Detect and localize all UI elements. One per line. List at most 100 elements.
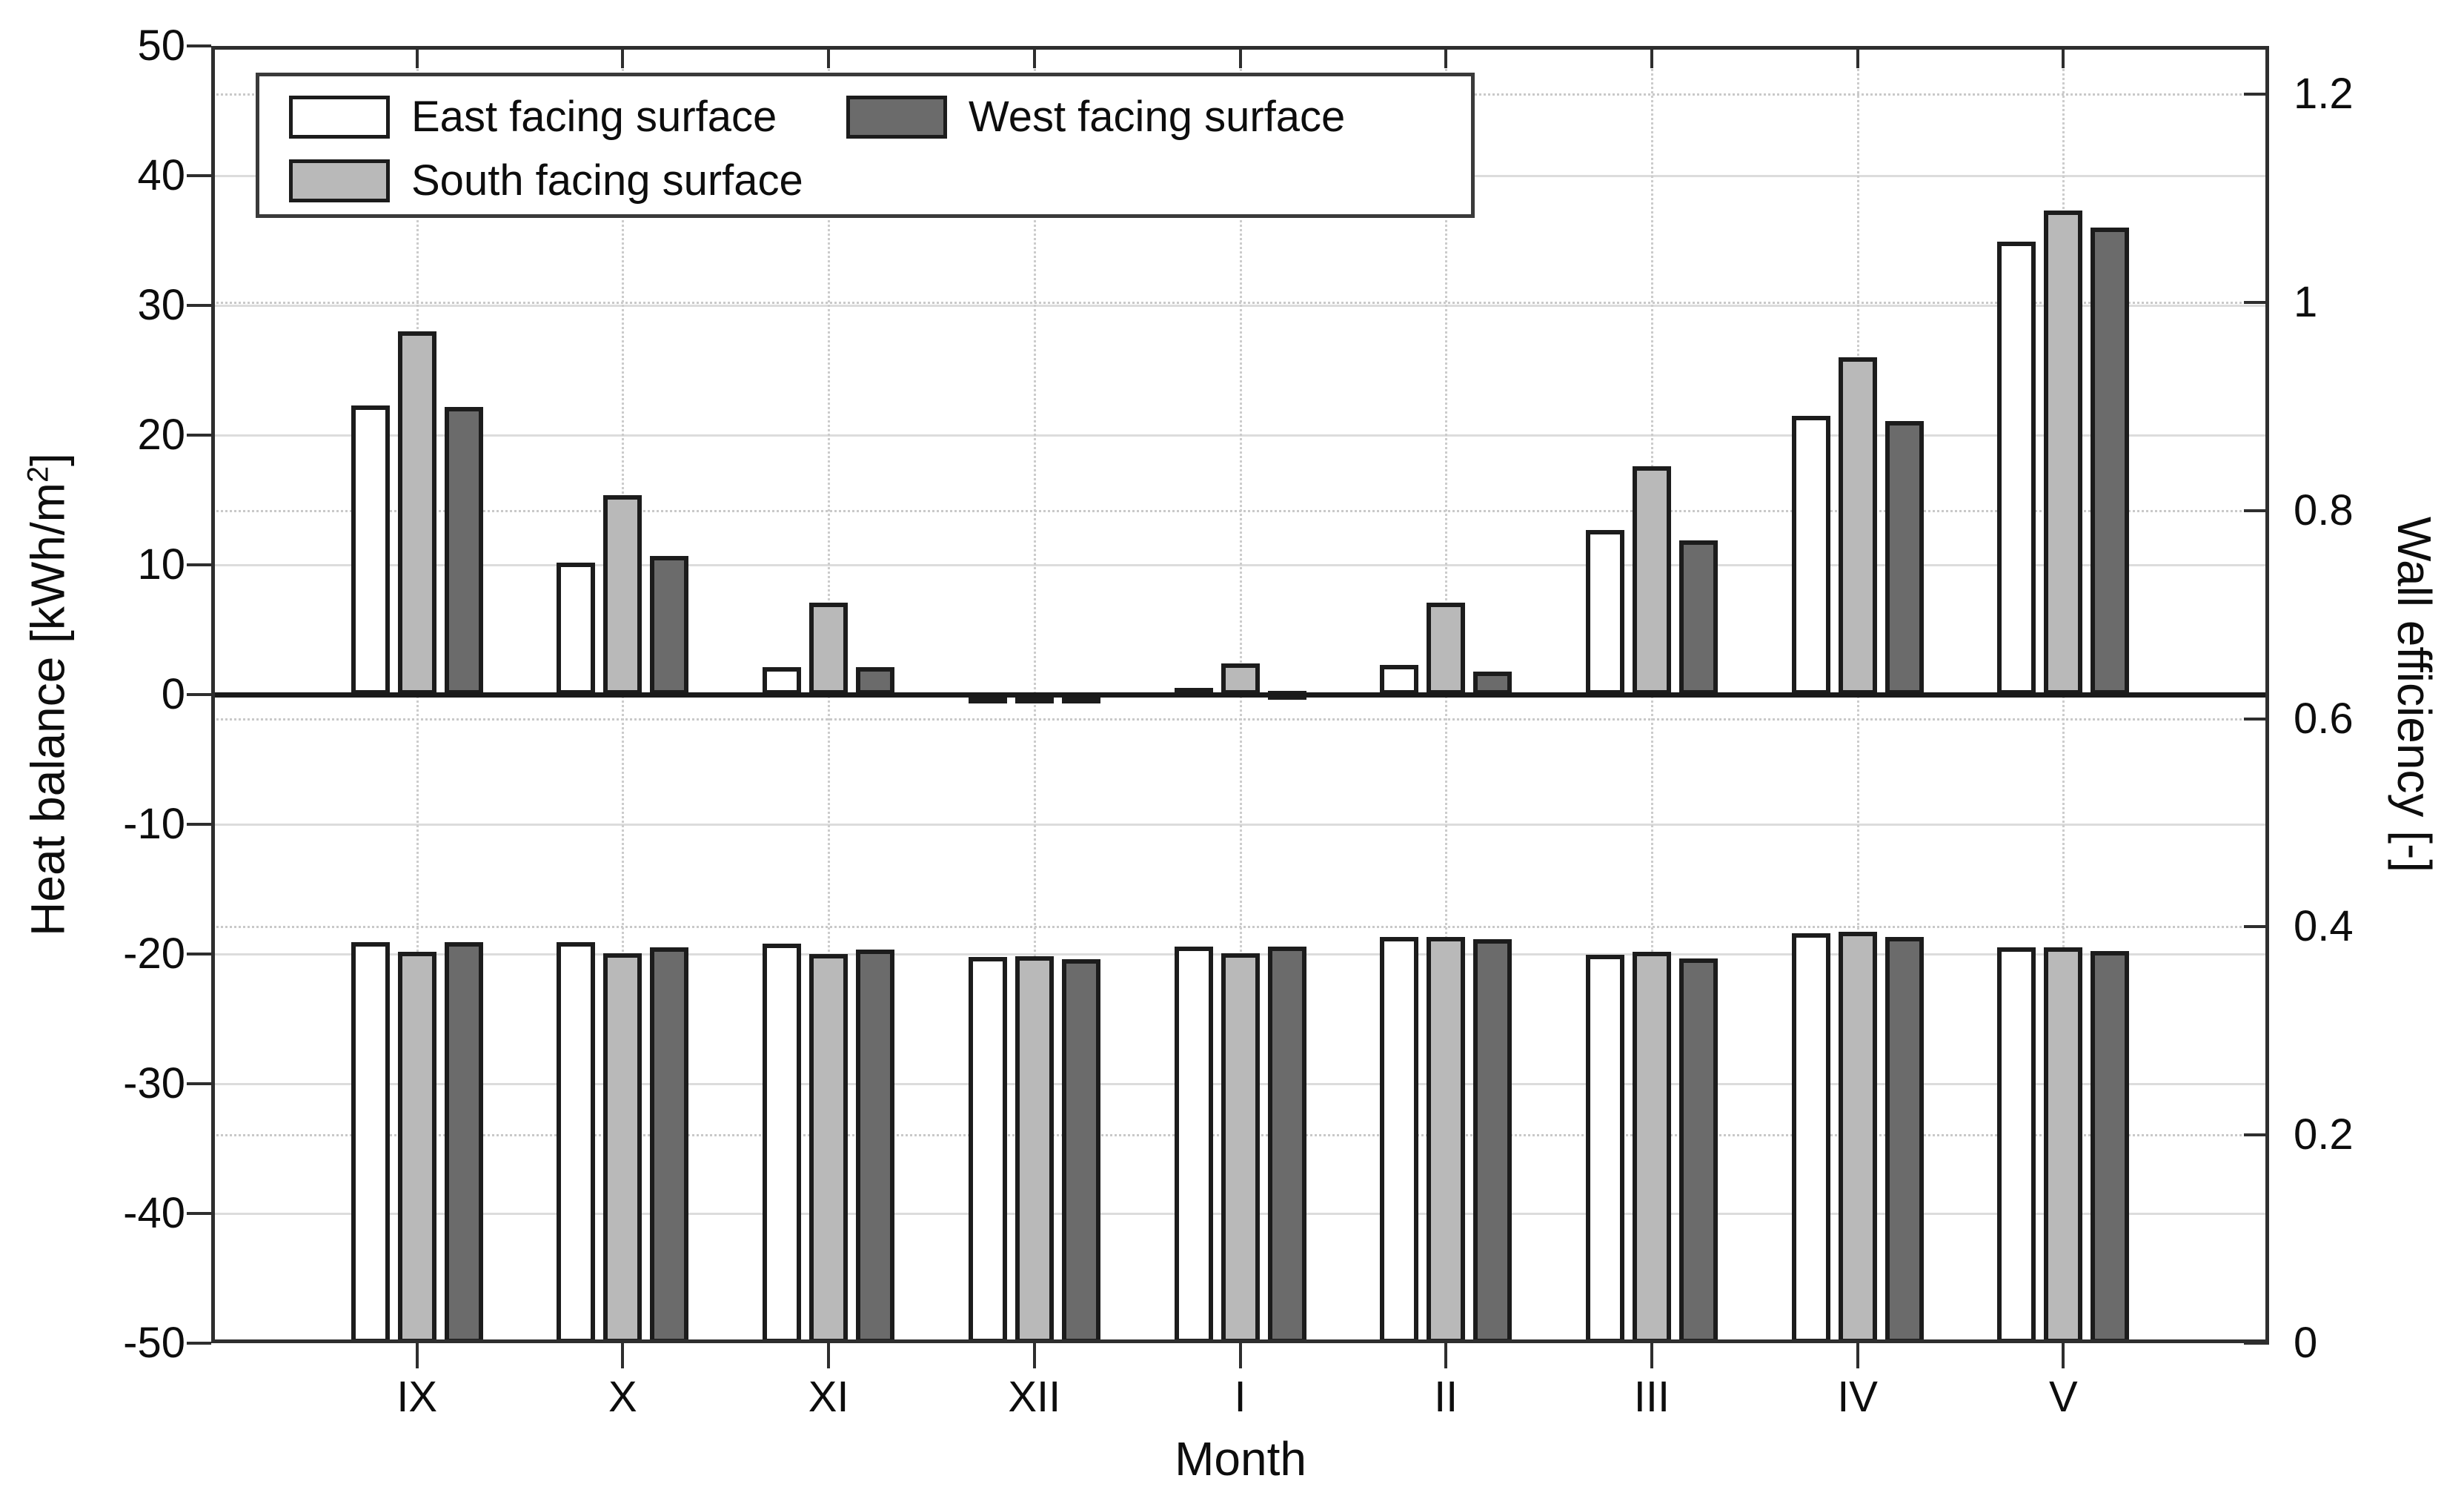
tick-label-left--10: -10 [123,800,185,848]
y-axis-title-left-text: Heat balance [kWh/m [21,483,75,936]
tick-top-V [2062,46,2065,68]
legend-label-west: West facing surface [969,93,1346,141]
legend-label-east: East facing surface [411,93,777,141]
legend-label-south: South facing surface [411,156,803,205]
bar-heat-south-V [2044,211,2083,695]
tick-top-III [1650,46,1653,68]
bar-efficiency-east-IV [1791,933,1830,1343]
bar-heat-east-IV [1791,415,1830,695]
bar-heat-south-X [603,494,642,695]
bar-efficiency-east-I [1174,947,1213,1343]
tick-label-x-XI: XI [808,1373,849,1421]
tick-label-left-10: 10 [137,540,185,589]
y-axis-title-left-suffix: ] [21,453,75,466]
bar-efficiency-south-X [603,953,642,1343]
tick-label-right-0.2: 0.2 [2294,1110,2354,1159]
tick-label-x-I: I [1234,1373,1246,1421]
bar-efficiency-east-III [1585,955,1624,1343]
legend: East facing surface South facing surface… [256,73,1475,218]
tick-bottom-IX [415,1343,419,1368]
bar-heat-west-V [2091,228,2130,695]
tick-top-I [1238,46,1242,68]
bar-heat-west-II [1473,671,1512,695]
tick-label-left-30: 30 [137,281,185,329]
tick-top-XI [827,46,831,68]
tick-top-XII [1032,46,1036,68]
bar-heat-east-XI [763,667,802,695]
bar-heat-west-IX [444,406,483,695]
bar-efficiency-east-IX [351,942,390,1343]
legend-swatch-south [289,159,390,202]
bar-efficiency-east-XII [968,957,1007,1343]
tick-bottom-XI [827,1343,831,1368]
tick-right-1.2 [2244,93,2269,96]
bar-heat-east-IX [351,405,390,695]
tick-bottom-I [1238,1343,1242,1368]
bar-efficiency-east-XI [763,943,802,1343]
tick-bottom-III [1650,1343,1653,1368]
bar-efficiency-south-XI [809,953,849,1343]
tick-right-0.2 [2244,1133,2269,1137]
tick-top-X [621,46,625,68]
tick-left-40 [187,174,211,177]
bar-efficiency-south-IX [397,952,436,1343]
tick-left--40 [187,1212,211,1215]
tick-left-10 [187,563,211,566]
bar-heat-south-IX [397,331,436,695]
tick-top-II [1444,46,1448,68]
bar-efficiency-west-XI [856,950,895,1343]
bar-heat-west-X [650,555,689,695]
tick-label-x-III: III [1633,1373,1670,1421]
tick-left-20 [187,434,211,437]
tick-label-left--30: -30 [123,1059,185,1107]
x-axis-title: Month [1175,1432,1306,1486]
tick-label-x-XII: XII [1008,1373,1061,1421]
tick-label-x-V: V [2048,1373,2078,1421]
bar-heat-south-IV [1838,357,1877,695]
bar-heat-south-I [1221,663,1260,695]
bar-efficiency-south-XII [1015,955,1054,1343]
bar-efficiency-west-I [1267,947,1306,1343]
bar-efficiency-west-X [650,947,689,1343]
tick-left--50 [187,1342,211,1345]
tick-label-left-50: 50 [137,21,185,70]
tick-label-left-0: 0 [161,670,185,718]
legend-swatch-west [846,96,947,139]
tick-left--20 [187,953,211,955]
tick-label-right-0: 0 [2294,1319,2318,1367]
bar-efficiency-south-I [1221,953,1260,1343]
bar-efficiency-south-IV [1838,932,1877,1343]
tick-left--30 [187,1082,211,1085]
zero-line [211,692,2269,698]
tick-label-right-1.2: 1.2 [2294,70,2354,119]
tick-top-IV [1856,46,1859,68]
tick-left-0 [187,693,211,696]
tick-bottom-IV [1856,1343,1859,1368]
bar-heat-east-X [557,562,596,695]
tick-left-50 [187,44,211,47]
tick-bottom-V [2062,1343,2065,1368]
tick-right-0.8 [2244,509,2269,512]
tick-label-right-1: 1 [2294,278,2318,326]
bar-efficiency-east-II [1380,937,1419,1343]
tick-label-x-X: X [608,1373,637,1421]
tick-right-1 [2244,301,2269,304]
tick-bottom-X [621,1343,625,1368]
tick-label-x-IX: IX [396,1373,438,1421]
bar-efficiency-south-III [1632,952,1671,1343]
tick-label-left--50: -50 [123,1319,185,1367]
bar-efficiency-west-XII [1061,958,1100,1343]
bar-heat-west-XI [856,667,895,695]
bar-efficiency-east-X [557,942,596,1343]
tick-label-left--40: -40 [123,1189,185,1237]
bar-efficiency-south-II [1427,937,1466,1343]
bar-efficiency-south-V [2044,947,2083,1343]
bar-heat-east-V [1997,242,2036,695]
bar-efficiency-west-IX [444,942,483,1343]
bar-efficiency-west-II [1473,939,1512,1343]
tick-label-left--20: -20 [123,930,185,978]
legend-swatch-east [289,96,390,139]
bar-heat-south-III [1632,466,1671,695]
tick-left--10 [187,823,211,826]
